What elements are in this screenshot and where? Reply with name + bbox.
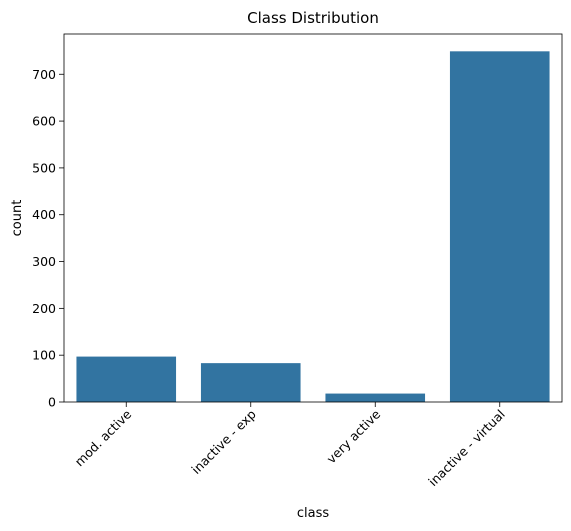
x-axis: mod. active inactive - exp very active inac… [72, 402, 508, 489]
plot-frame [63, 33, 563, 403]
y-tick-label: 0 [48, 395, 56, 410]
x-tick-label: inactive - virtual [425, 407, 508, 490]
bar-mod-active [76, 356, 177, 402]
chart-title: Class Distribution [247, 9, 379, 27]
bar-inactive-exp [200, 363, 301, 402]
x-tick-label: very active [324, 406, 384, 466]
x-tick-label: inactive - exp [188, 406, 259, 477]
bars-group [76, 51, 550, 403]
x-tick-label: mod. active [72, 406, 135, 469]
x-axis-title: class [297, 506, 329, 521]
bar-very-active [325, 393, 426, 402]
y-axis: 0 100 200 300 400 500 600 700 [32, 67, 64, 410]
y-tick-label: 200 [32, 301, 56, 316]
y-axis-title: count [10, 200, 25, 237]
y-tick-label: 700 [32, 67, 56, 82]
y-tick-label: 500 [32, 160, 56, 175]
y-tick-label: 400 [32, 207, 56, 222]
y-tick-label: 100 [32, 348, 56, 363]
y-tick-label: 600 [32, 114, 56, 129]
y-tick-label: 300 [32, 254, 56, 269]
bar-inactive-virtual [449, 51, 550, 403]
